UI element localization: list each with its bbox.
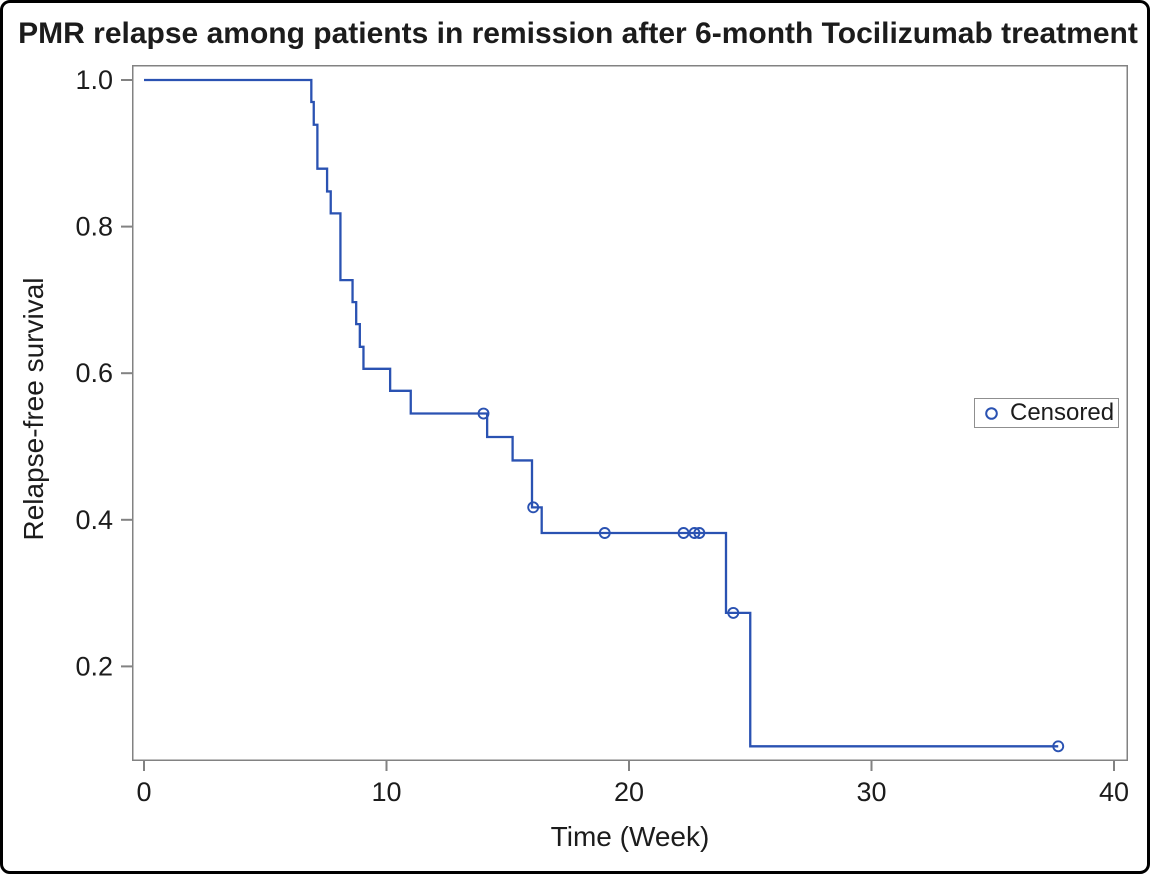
censored-marker bbox=[1052, 740, 1065, 753]
x-tick-label: 10 bbox=[371, 777, 401, 807]
chart-title: PMR relapse among patients in remission … bbox=[18, 17, 1138, 50]
x-tick-label: 20 bbox=[614, 777, 644, 807]
censored-marker bbox=[527, 501, 540, 514]
y-tick-label: 0.2 bbox=[75, 651, 113, 681]
y-tick-label: 0.6 bbox=[75, 358, 113, 388]
y-tick-label: 0.8 bbox=[75, 212, 113, 242]
legend: Censored bbox=[974, 398, 1119, 428]
plot-area: 0 10 20 30 40 1.0 0.8 0.6 0.4 0.2 bbox=[75, 65, 1129, 807]
censored-marker bbox=[727, 606, 740, 619]
censored-marker bbox=[688, 527, 701, 539]
x-axis-title: Time (Week) bbox=[550, 821, 710, 852]
legend-label: Censored bbox=[1010, 399, 1115, 426]
x-tick-label: 40 bbox=[1099, 777, 1129, 807]
censored-marker bbox=[693, 527, 706, 539]
y-axis-title: Relapse-free survival bbox=[18, 277, 49, 541]
survival-step-line bbox=[144, 78, 1059, 748]
censored-marker-icon bbox=[985, 406, 998, 420]
y-tick-label: 1.0 bbox=[75, 65, 113, 95]
plot-border bbox=[132, 65, 1128, 761]
x-tick-label: 30 bbox=[856, 777, 886, 807]
survival-plot-svg: 0 10 20 30 40 1.0 0.8 0.6 0.4 0.2 bbox=[75, 65, 1129, 807]
censored-marker bbox=[477, 407, 490, 420]
censored-marker bbox=[598, 527, 611, 539]
x-tick-label: 0 bbox=[136, 777, 151, 807]
y-tick-label: 0.4 bbox=[75, 505, 113, 535]
